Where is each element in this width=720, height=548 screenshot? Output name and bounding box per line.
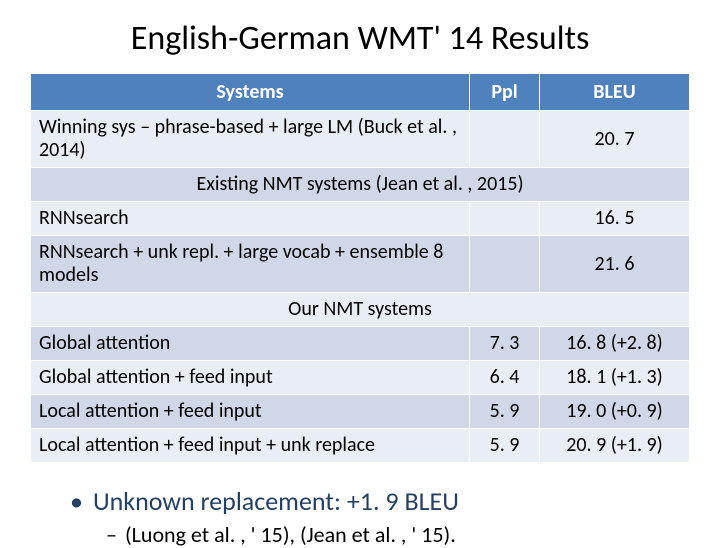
slide-title: English-German WMT' 14 Results [30,18,690,59]
th-bleu: BLEU [540,74,690,111]
row-ga-bleu: 16. 8 (+2. 8) [540,327,690,361]
row-lafu-bleu: 20. 9 (+1. 9) [540,429,690,463]
row-rnnsearch-bleu: 16. 5 [540,202,690,236]
row-laf-ppl: 5. 9 [470,395,540,429]
row-winning-ppl [470,111,540,168]
bullet-2-text: (Luong et al. , ' 15), (Jean et al. , ' … [125,521,456,548]
row-rnnsearch-ppl [470,202,540,236]
th-systems: Systems [31,74,470,111]
row-gaf-bleu: 18. 1 (+1. 3) [540,361,690,395]
row-ga-sys: Global attention [31,327,470,361]
row-gaf-sys: Global attention + feed input [31,361,470,395]
dash-icon: – [106,521,117,548]
th-ppl: Ppl [470,74,540,111]
row-rnnsearch-sys: RNNsearch [31,202,470,236]
section-our-nmt: Our NMT systems [31,293,690,327]
row-rnnsearch2-sys: RNNsearch + unk repl. + large vocab + en… [31,236,470,293]
row-lafu-sys: Local attention + feed input + unk repla… [31,429,470,463]
row-rnnsearch2-ppl [470,236,540,293]
results-table: Systems Ppl BLEU Winning sys – phrase-ba… [30,73,690,463]
row-lafu-ppl: 5. 9 [470,429,540,463]
bullet-list: • Unknown replacement: +1. 9 BLEU –(Luong… [70,485,690,548]
row-winning-bleu: 20. 7 [540,111,690,168]
bullet-1-highlight: Unknown replacement [93,485,334,517]
row-rnnsearch2-bleu: 21. 6 [540,236,690,293]
bullet-2: –(Luong et al. , ' 15), (Jean et al. , '… [106,521,690,548]
row-laf-sys: Local attention + feed input [31,395,470,429]
section-existing-nmt: Existing NMT systems (Jean et al. , 2015… [31,168,690,202]
row-winning-sys: Winning sys – phrase-based + large LM (B… [31,111,470,168]
bullet-1-rest: : +1. 9 BLEU [334,485,459,517]
bullet-1: • Unknown replacement: +1. 9 BLEU [70,485,690,517]
row-gaf-ppl: 6. 4 [470,361,540,395]
bullet-icon: • [70,485,83,517]
row-laf-bleu: 19. 0 (+0. 9) [540,395,690,429]
row-ga-ppl: 7. 3 [470,327,540,361]
